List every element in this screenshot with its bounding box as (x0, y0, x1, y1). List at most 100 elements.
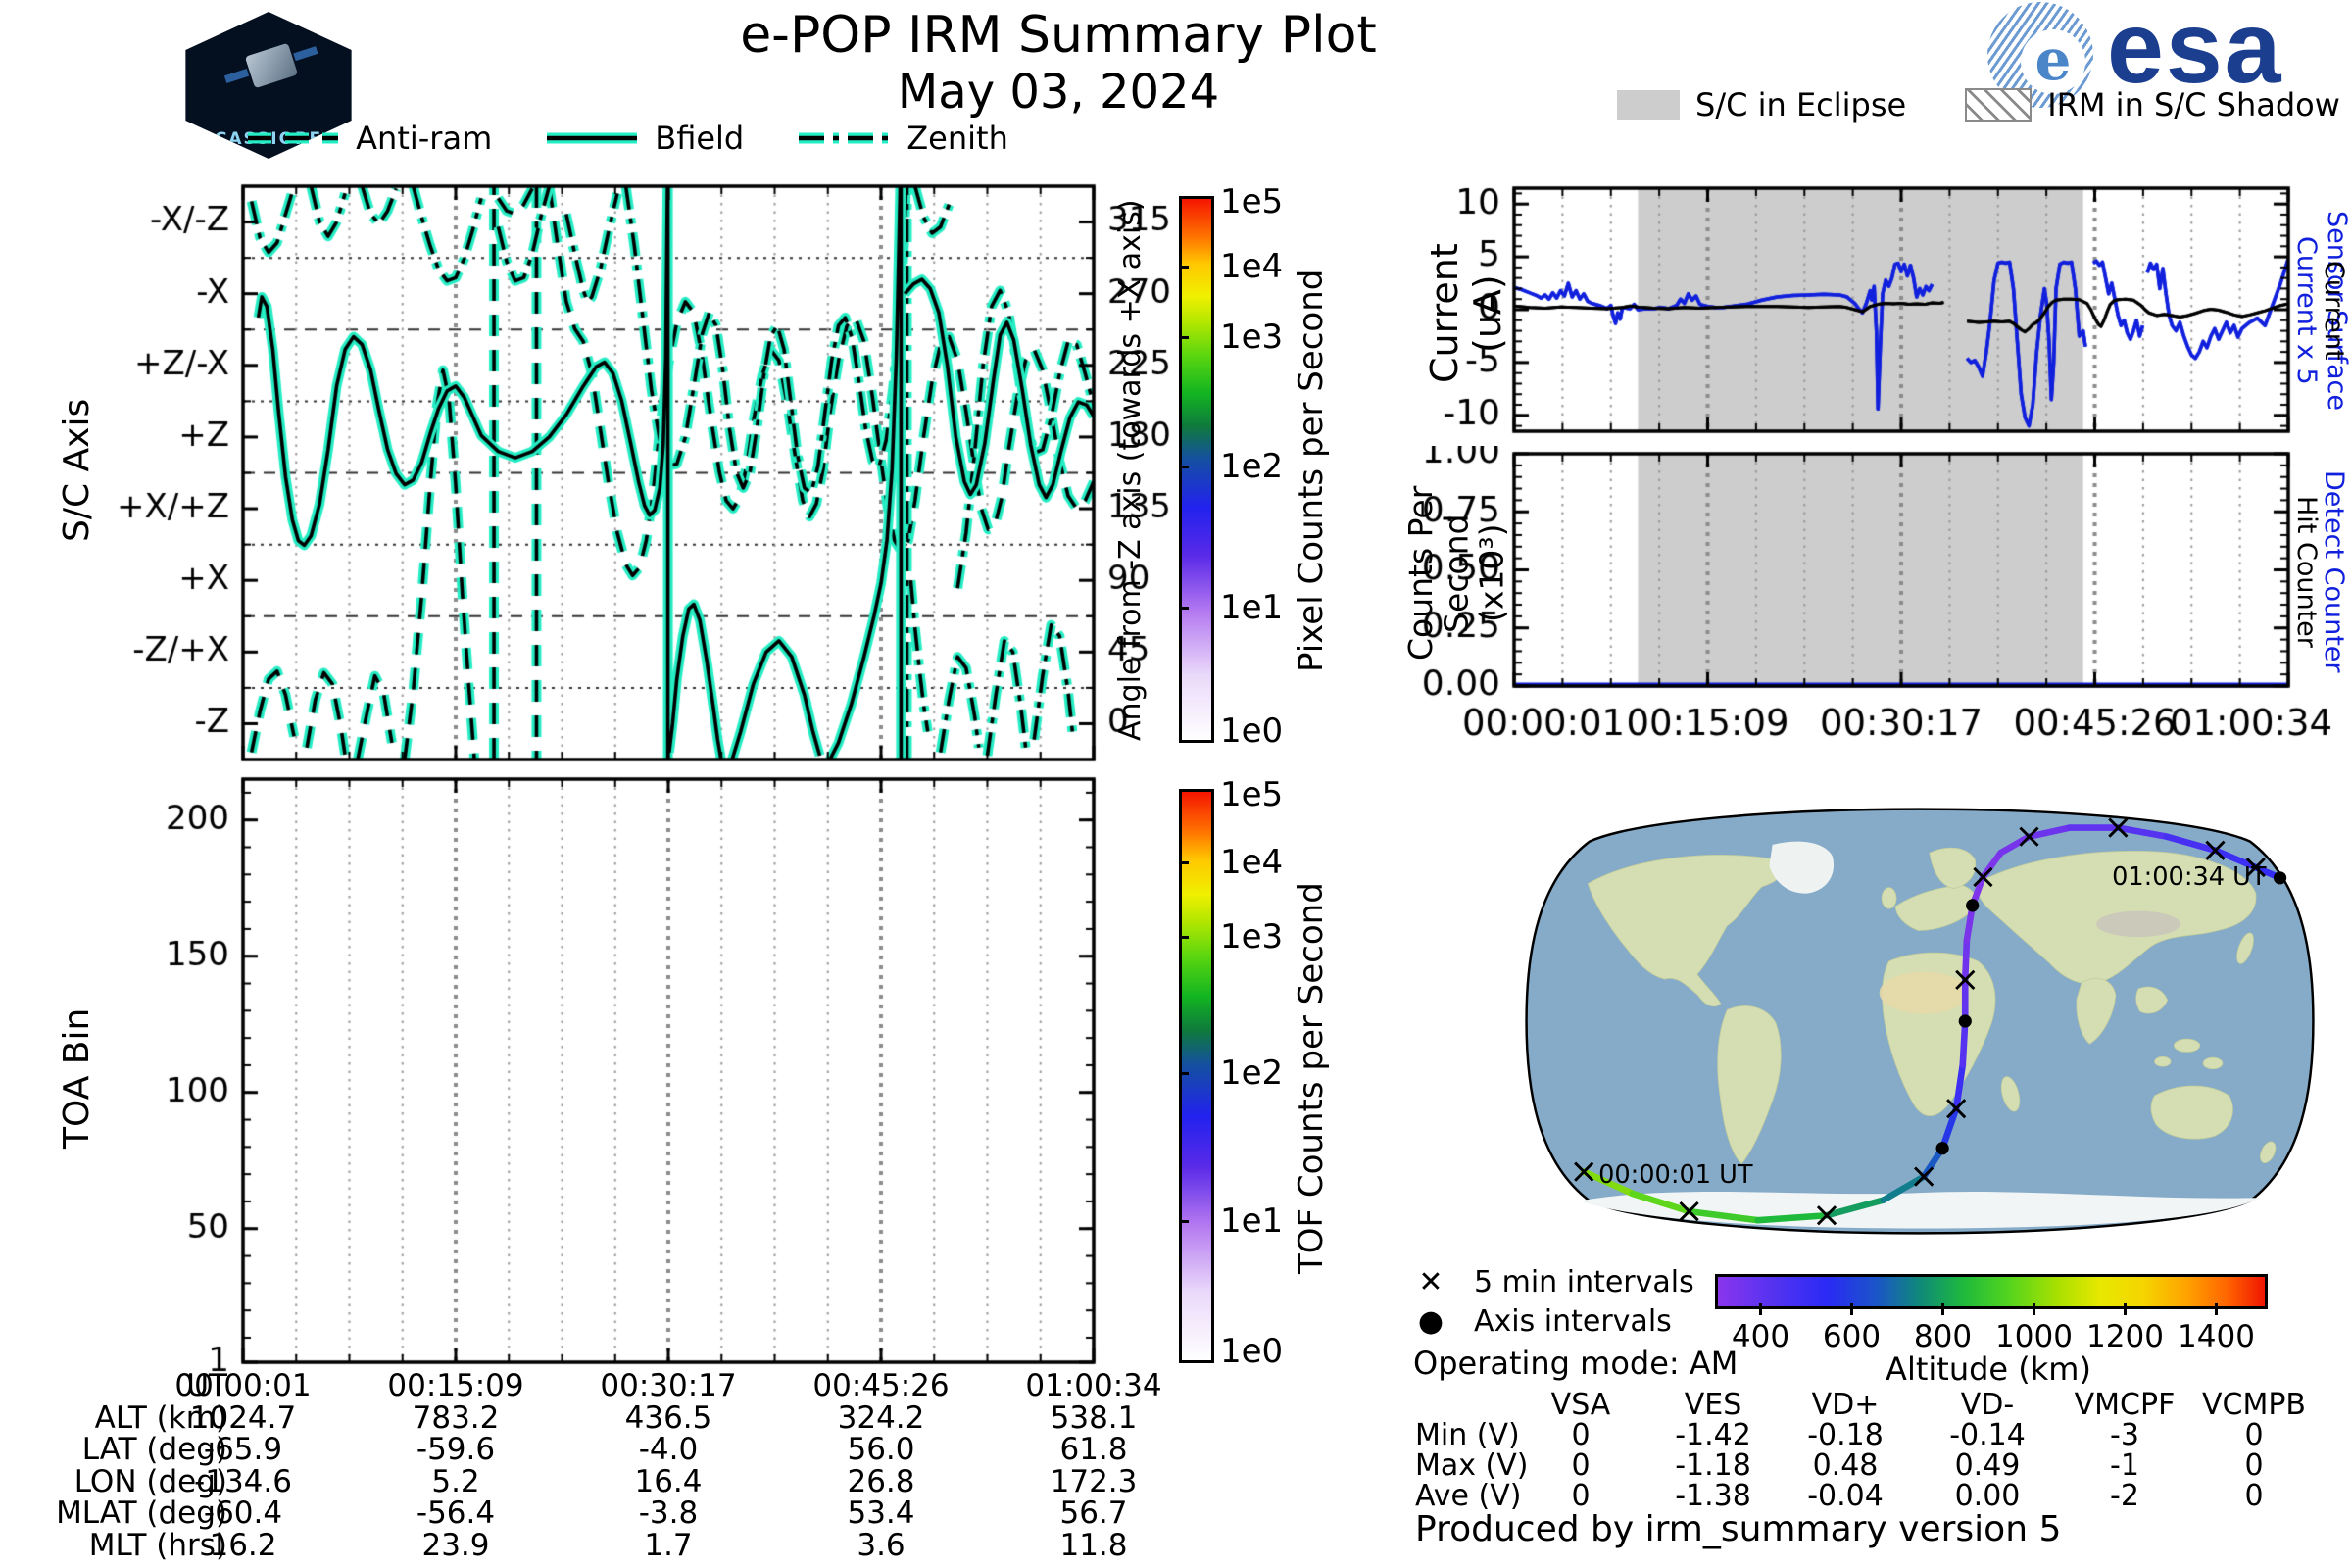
colorbar-tick-label: 1e1 (1220, 1200, 1284, 1241)
map-marker-legend: ✕ 5 min intervals ● Axis intervals (1413, 1262, 1694, 1341)
voltage-column-header: VSA (1550, 1388, 1611, 1422)
current-plot-canvas (1392, 118, 2352, 461)
voltage-cell: -2 (2110, 1479, 2139, 1513)
operating-mode: Operating mode: AM (1413, 1345, 1739, 1382)
five-min-marker (1574, 1161, 1594, 1182)
ephemeris-row-label: MLAT (deg) (56, 1495, 227, 1531)
axis-interval-marker (1936, 1142, 1949, 1155)
ephemeris-cell: 00:15:09 (387, 1368, 524, 1403)
altitude-tick (2033, 1303, 2035, 1315)
ephemeris-cell: 16.2 (209, 1527, 277, 1563)
tof-colorbar-label: TOF Counts per Second (1292, 882, 1331, 1274)
altitude-tick-label: 1400 (2178, 1319, 2255, 1354)
voltage-column-header: VCMPB (2201, 1388, 2307, 1422)
orbit-track-segment (1880, 1173, 1928, 1203)
legend-item-shadow: IRM in S/C Shadow (1965, 86, 2340, 123)
five-min-marker (2019, 826, 2039, 847)
five-min-marker (1946, 1099, 1967, 1119)
x-marker-icon: ✕ (1418, 1264, 1444, 1299)
colorbar-tick-label: 1e3 (1220, 916, 1284, 956)
legend-label: 5 min intervals (1474, 1264, 1694, 1299)
altitude-tick-label: 1000 (1995, 1319, 2073, 1354)
voltage-column-header: VD- (1960, 1388, 2015, 1422)
orbit-track-segment (2115, 824, 2171, 840)
pixel-colorbar (1179, 196, 1214, 743)
colorbar-tick (1179, 935, 1189, 939)
pixel-colorbar-label: Pixel Counts per Second (1292, 269, 1331, 672)
voltage-cell: 0 (1571, 1448, 1591, 1483)
voltage-cell: -3 (2110, 1418, 2139, 1452)
ephemeris-cell: 56.0 (847, 1432, 915, 1467)
altitude-colorbar-label: Altitude (km) (1886, 1350, 2091, 1388)
colorbar-tick (1179, 265, 1189, 269)
orbit-track (1574, 817, 2287, 1226)
five-min-marker (1973, 866, 1993, 888)
voltage-cell: -1.38 (1675, 1479, 1751, 1513)
orbit-track-segment (1823, 1197, 1887, 1219)
orbit-track-segment (1997, 833, 2033, 857)
legend-item-5min: ✕ 5 min intervals (1413, 1262, 1694, 1301)
produced-by: Produced by irm_summary version 5 (1415, 1509, 2062, 1549)
colorbar-tick-label: 1e4 (1220, 843, 1284, 883)
altitude-tick-label: 1200 (2086, 1319, 2164, 1354)
altitude-colorbar (1715, 1274, 2268, 1309)
altitude-tick-label: 800 (1913, 1319, 1973, 1354)
ephemeris-cell: 538.1 (1050, 1399, 1138, 1436)
orbit-track-segment (2026, 824, 2074, 840)
ephemeris-cell: 11.8 (1059, 1527, 1128, 1563)
altitude-tick (2215, 1303, 2218, 1315)
current-right-label-blue: Sensor Surface Current x 5 (2291, 211, 2352, 411)
ephemeris-cell: 324.2 (837, 1399, 925, 1436)
colorbar-tick (1179, 861, 1189, 865)
voltage-cell: 0.00 (1954, 1479, 2021, 1513)
toa-plot-canvas (88, 764, 1254, 1401)
ephemeris-cell: 16.4 (634, 1463, 703, 1499)
voltage-column-header: VD+ (1811, 1388, 1880, 1422)
voltage-cell: 0 (1571, 1418, 1591, 1452)
dashed-line-icon (248, 132, 339, 144)
colorbar-tick-label: 1e0 (1220, 1332, 1284, 1372)
ephemeris-cell: 1024.7 (189, 1399, 297, 1436)
altitude-tick (1850, 1303, 1853, 1315)
ephemeris-cell: 00:00:01 (174, 1368, 312, 1403)
esa-e-glyph: e (2034, 26, 2072, 93)
colorbar-tick-label: 1e2 (1220, 1054, 1284, 1093)
solid-line-icon (547, 132, 638, 144)
ephemeris-cell: 436.5 (624, 1399, 712, 1436)
ephemeris-cell: -134.6 (194, 1463, 292, 1499)
orbit-track-segment (1959, 1017, 1969, 1068)
five-min-marker (1955, 969, 1976, 990)
altitude-tick (2124, 1303, 2127, 1315)
ephemeris-row-label: ALT (km) (94, 1399, 227, 1436)
five-min-marker (2205, 840, 2226, 860)
ephemeris-cell: 00:30:17 (600, 1368, 737, 1403)
legend-label: IRM in S/C Shadow (2047, 86, 2340, 123)
colorbar-tick-label: 1e2 (1220, 447, 1284, 486)
track-start-label: 00:00:01 UT (1598, 1160, 1753, 1190)
voltage-row-label: Ave (V) (1415, 1479, 1522, 1513)
orbit-track-segment (1938, 1104, 1960, 1152)
voltage-cell: -0.04 (1807, 1479, 1884, 1513)
colorbar-tick-label: 1e5 (1220, 774, 1284, 814)
axis-interval-marker (2273, 871, 2287, 885)
ephemeris-cell: 3.6 (857, 1527, 906, 1563)
ephemeris-cell: -56.4 (416, 1495, 496, 1531)
ephemeris-cell: 5.2 (431, 1463, 480, 1499)
ephemeris-cell: -65.9 (203, 1432, 283, 1467)
colorbar-tick (1179, 466, 1189, 468)
colorbar-tick-label: 1e0 (1220, 711, 1284, 752)
colorbar-tick (1179, 1219, 1189, 1223)
track-end-label: 01:00:34 UT (2112, 862, 2267, 892)
axis-interval-marker (1958, 1014, 1972, 1028)
colorbar-tick-label: 1e5 (1220, 181, 1284, 221)
five-min-marker (1914, 1166, 1935, 1187)
orbit-track-segment (1629, 1190, 1692, 1215)
ephemeris-cell: 01:00:34 (1025, 1368, 1162, 1403)
map-sahara (1879, 971, 1969, 1014)
ephemeris-cell: 53.4 (847, 1495, 915, 1531)
colorbar-tick-label: 1e1 (1220, 587, 1284, 627)
satellite-illustration (244, 42, 299, 89)
voltage-cell: -0.18 (1807, 1418, 1884, 1452)
voltage-cell: 0 (1571, 1479, 1591, 1513)
ephemeris-cell: 61.8 (1059, 1432, 1128, 1467)
